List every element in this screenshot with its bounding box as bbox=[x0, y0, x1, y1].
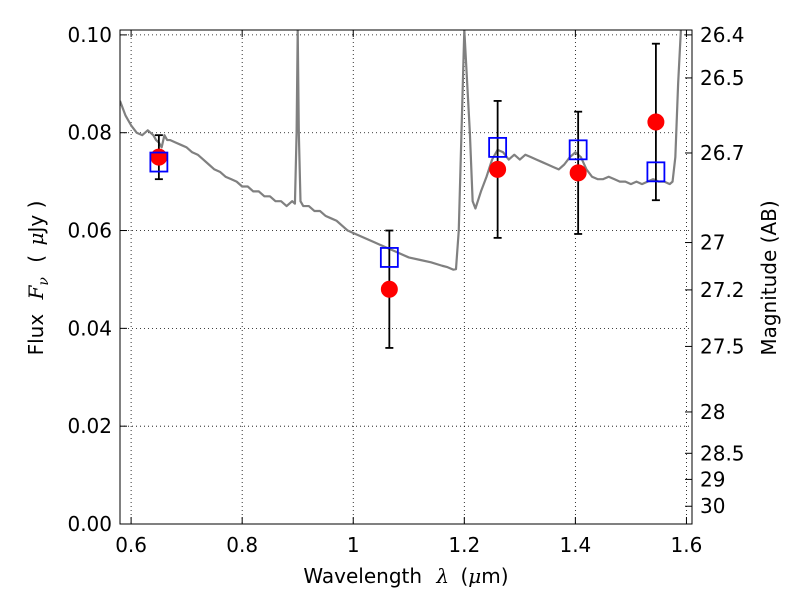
y-label-unit-rest: Jy ) bbox=[24, 201, 48, 235]
y-label-open-paren: ( bbox=[24, 255, 48, 263]
x-tick-label: 0.6 bbox=[115, 533, 147, 557]
observed-point bbox=[489, 160, 507, 178]
grid bbox=[120, 30, 692, 525]
model-point bbox=[149, 151, 169, 173]
magnitude-tick-label: 28.5 bbox=[700, 441, 745, 465]
axis-ticks bbox=[120, 30, 692, 525]
magnitude-tick-label: 26.7 bbox=[700, 141, 745, 165]
y-label-unit-symbol: μ bbox=[24, 233, 48, 246]
magnitude-tick-label: 29 bbox=[700, 467, 725, 491]
y-label-subscript: ν bbox=[36, 277, 52, 286]
x-label-prefix: Wavelength bbox=[303, 564, 422, 588]
magnitude-tick-label: 27.2 bbox=[700, 278, 745, 302]
model-point bbox=[488, 136, 508, 158]
model-point bbox=[379, 247, 399, 268]
magnitude-axis-label: Magnitude (AB) bbox=[757, 200, 781, 355]
y-tick-label: 0.00 bbox=[67, 512, 112, 536]
y-tick-label: 0.08 bbox=[67, 121, 112, 145]
tick-labels: 0.6 0.8 1 1.2 1.4 1.6 0.00 0.02 0.04 0.06 0.08 0.10… bbox=[67, 23, 744, 557]
x-tick-label: 1 bbox=[347, 533, 360, 557]
model-point bbox=[646, 161, 666, 183]
spectrum-line bbox=[120, 30, 682, 271]
y-tick-label: 0.10 bbox=[67, 23, 112, 47]
observed-point bbox=[647, 113, 665, 131]
x-tick-label: 1.6 bbox=[671, 533, 703, 557]
x-label-unit-rest: m) bbox=[481, 564, 508, 588]
model-points-layer bbox=[149, 136, 666, 268]
magnitude-tick-label: 27 bbox=[700, 231, 725, 255]
x-axis-label: Wavelength λ (μm) bbox=[303, 564, 508, 588]
x-tick-label: 1.4 bbox=[559, 533, 591, 557]
magnitude-tick-label: 27.5 bbox=[700, 334, 745, 358]
spectrum-layer bbox=[120, 30, 682, 271]
x-label-symbol: λ bbox=[435, 564, 449, 588]
y-axis-label: Flux Fν ( μJy ) bbox=[24, 201, 53, 356]
magnitude-tick-label: 30 bbox=[700, 494, 725, 518]
errorbar-layer bbox=[154, 42, 660, 349]
x-label-unit-symbol: μ bbox=[468, 564, 481, 588]
y-label-symbol: F bbox=[24, 284, 48, 300]
y-label-prefix: Flux bbox=[24, 314, 48, 356]
y-tick-label: 0.02 bbox=[67, 414, 112, 438]
y-tick-label: 0.04 bbox=[67, 316, 112, 340]
x-tick-label: 0.8 bbox=[226, 533, 258, 557]
magnitude-tick-label: 26.5 bbox=[700, 66, 745, 90]
y-tick-label: 0.06 bbox=[67, 219, 112, 243]
observed-point bbox=[380, 280, 398, 298]
observed-point bbox=[569, 164, 587, 182]
x-tick-label: 1.2 bbox=[448, 533, 480, 557]
magnitude-tick-label: 28 bbox=[700, 400, 725, 424]
model-point bbox=[568, 139, 588, 161]
magnitude-tick-label: 26.4 bbox=[700, 23, 745, 47]
plot-frame bbox=[119, 29, 693, 525]
observed-point bbox=[150, 148, 168, 166]
x-label-open-paren: ( bbox=[460, 564, 468, 588]
